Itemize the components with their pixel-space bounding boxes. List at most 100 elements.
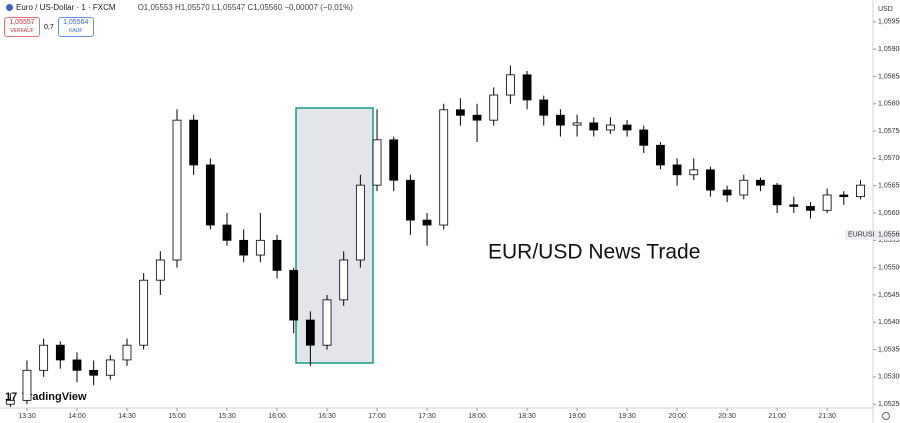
x-tick-label: 21:30 [818, 413, 836, 420]
candle-body [706, 169, 715, 191]
x-tick-label: 14:30 [118, 413, 136, 420]
candle-body [572, 122, 582, 126]
y-tick-label: 1,05350 [878, 346, 900, 353]
y-tick-label: 1,05750 [878, 128, 900, 135]
candle-body [455, 109, 465, 116]
x-tick-label: 17:00 [368, 413, 386, 420]
sell-label: VERKAUF [10, 28, 34, 34]
buy-label: KAUF [69, 28, 83, 34]
x-tick-label: 21:00 [768, 413, 786, 420]
candle-body [589, 122, 599, 131]
candle-body [255, 239, 265, 256]
candle-body [355, 184, 365, 261]
candle-body [22, 369, 32, 401]
ohlc: O1,05553 H1,05570 L1,05547 C1,05560 −0,0… [137, 3, 353, 12]
x-tick-label: 13:30 [18, 413, 36, 420]
plot [5, 65, 865, 407]
candle-body [405, 179, 415, 221]
candle-body [372, 139, 382, 186]
candle-body [806, 206, 815, 211]
candle-body [672, 164, 682, 176]
buy-price: 1,05564 [63, 19, 89, 26]
y-tick-label: 1,05300 [878, 374, 900, 381]
y-tick-label: 1,05900 [878, 46, 900, 53]
candle-body [856, 184, 865, 198]
candle-body [839, 194, 849, 198]
candle-body [189, 119, 199, 166]
candle-body [289, 269, 299, 321]
y-tick-label: 1,05600 [878, 210, 900, 217]
y-tick-label: 1,05250 [878, 401, 900, 408]
candle-body [389, 139, 399, 181]
candle-body [305, 319, 315, 346]
candle-body [439, 109, 449, 226]
symbol-icon [6, 4, 13, 12]
candle-body [739, 179, 749, 196]
candle-body [205, 164, 215, 226]
x-tick-label: 19:00 [568, 413, 586, 420]
y-tick-label: 1,05450 [878, 292, 900, 299]
spread: 0,7 [44, 23, 54, 31]
y-tick-label: 1,05850 [878, 73, 900, 80]
x-tick-label: 17:30 [418, 413, 436, 420]
candle-body [689, 169, 699, 176]
watermark: TradingView [22, 391, 87, 403]
settings-icon[interactable] [882, 412, 890, 420]
candle-body [472, 114, 482, 121]
y-tick-label: 1,05650 [878, 183, 900, 190]
x-tick-label: 19:30 [618, 413, 636, 420]
candle-body [272, 239, 282, 271]
symbol-tag: EURUSD [848, 232, 878, 239]
candle-body [105, 359, 115, 376]
y-tick-label: 1,05700 [878, 155, 900, 162]
candle-body [639, 129, 649, 146]
x-tick-label: 14:00 [68, 413, 86, 420]
candle-body [172, 119, 182, 261]
candle-body [756, 179, 765, 186]
candle-body [522, 74, 532, 101]
y-tick-label: 1,05950 [878, 19, 900, 26]
candle-body [155, 259, 165, 281]
candle-body [322, 299, 332, 346]
x-tick-label: 20:00 [668, 413, 686, 420]
candle-body [722, 189, 732, 196]
candle-body [55, 344, 65, 361]
candle-body [222, 224, 232, 241]
last-price-bg [874, 229, 900, 240]
x-tick-label: 15:00 [168, 413, 186, 420]
candle-body [489, 94, 499, 121]
y-axis-label: USD [878, 6, 893, 13]
x-tick-label: 20:30 [718, 413, 736, 420]
candle-body [122, 344, 132, 361]
header: Euro / US-Dollar · 1 · FXCM O1,05553 H1,0… [6, 3, 353, 12]
candle-body [5, 399, 15, 405]
symbol: Euro / US-Dollar · 1 · FXCM [16, 3, 116, 12]
x-tick-label: 18:00 [468, 413, 486, 420]
candle-body [622, 124, 632, 131]
x-tick-label: 18:30 [518, 413, 536, 420]
candle-body [556, 114, 565, 126]
candle-body [505, 74, 515, 96]
annotation: EUR/USD News Trade [488, 241, 700, 264]
symbol-tag-bg [845, 229, 872, 240]
sell-button[interactable]: 1,05557 VERKAUF [4, 17, 40, 37]
candle-body [422, 219, 432, 226]
candle-body [822, 194, 832, 211]
candle-body [139, 279, 149, 346]
trade-buttons: 1,05557 VERKAUF 0,7 1,05564 KAUF [4, 17, 94, 37]
candle-body [789, 204, 799, 207]
x-tick-label: 15:30 [218, 413, 236, 420]
logo-mark: 17 [5, 391, 17, 403]
y-tick-label: 1,05800 [878, 101, 900, 108]
x-tick-label: 16:30 [318, 413, 336, 420]
x-tick-label: 16:00 [268, 413, 286, 420]
last-price-label: 1,05560 [878, 232, 900, 239]
candle-body [89, 369, 99, 376]
candle-body [339, 259, 349, 301]
buy-button[interactable]: 1,05564 KAUF [57, 17, 94, 37]
candle-body [772, 184, 782, 206]
candle-body [39, 344, 49, 371]
candle-body [656, 144, 665, 166]
